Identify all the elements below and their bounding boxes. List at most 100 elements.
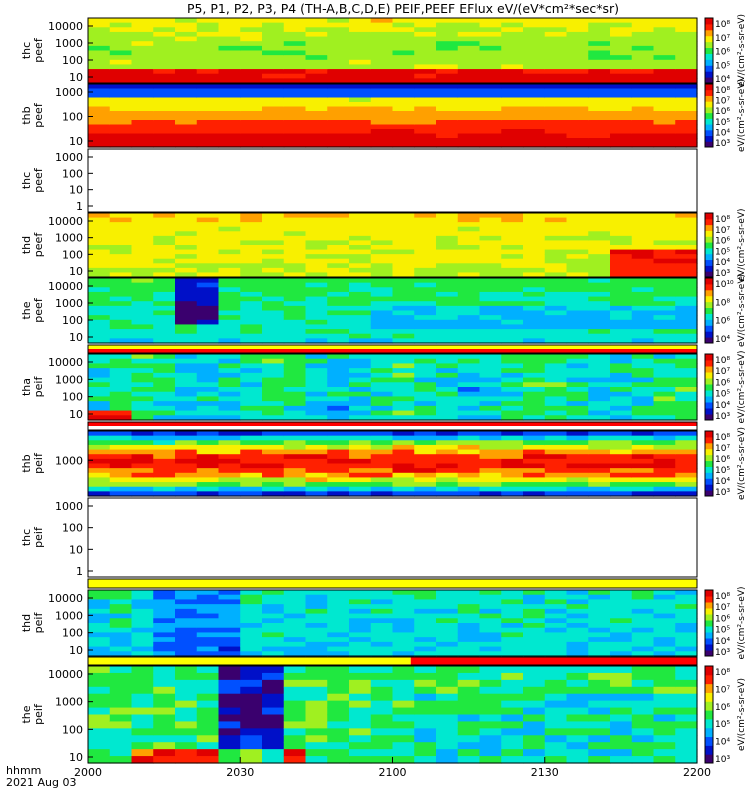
heatmap-cell xyxy=(327,618,350,624)
heatmap-cell xyxy=(240,106,263,112)
heatmap-cell xyxy=(109,646,133,652)
heatmap-cell xyxy=(109,651,133,657)
heatmap-cell xyxy=(523,329,546,335)
heatmap-cell xyxy=(544,468,568,474)
heatmap-cell xyxy=(414,324,437,330)
heatmap-cell xyxy=(588,623,611,629)
heatmap-cell xyxy=(370,468,394,474)
colorbar-tick-label: 10⁸ xyxy=(715,20,730,30)
heatmap-cell xyxy=(196,124,220,130)
heatmap-cell xyxy=(501,358,524,365)
heatmap-cell xyxy=(588,742,611,750)
heatmap-cell xyxy=(262,486,285,492)
heatmap-cell xyxy=(109,477,133,483)
heatmap-cell xyxy=(262,415,285,421)
heatmap-cell xyxy=(457,267,481,274)
colorbar-tick-label: 10³ xyxy=(715,269,730,279)
heatmap-cell xyxy=(675,387,698,393)
heatmap-cell xyxy=(240,454,263,460)
heatmap-cell xyxy=(588,55,611,61)
heatmap-cell xyxy=(305,728,328,736)
heatmap-cell xyxy=(370,632,394,638)
heatmap-cell xyxy=(196,254,220,260)
heatmap-cell xyxy=(283,401,307,407)
heatmap-cell xyxy=(305,97,328,103)
heatmap-cell xyxy=(196,693,220,702)
colorbar-label: eV/(cm²-s-sr-eV) xyxy=(737,586,747,659)
heatmap-cell xyxy=(153,707,176,716)
y-tick-label: 1000 xyxy=(55,454,83,467)
heatmap-cell xyxy=(196,69,220,75)
heatmap-cell xyxy=(544,472,568,479)
heatmap-cell xyxy=(523,482,546,488)
heatmap-cell xyxy=(610,69,633,75)
heatmap-cell xyxy=(153,41,176,47)
heatmap-cell xyxy=(631,666,655,674)
heatmap-cell xyxy=(327,235,350,242)
heatmap-cell xyxy=(523,387,546,393)
heatmap-cell xyxy=(675,463,698,469)
colorbar-tick-label: 10⁴ xyxy=(715,128,730,138)
heatmap-cell xyxy=(349,217,372,223)
heatmap-cell xyxy=(588,686,611,695)
heatmap-cell xyxy=(109,231,133,237)
heatmap-cell xyxy=(544,106,568,112)
heatmap-cell xyxy=(349,377,372,383)
status-stripe xyxy=(88,349,697,353)
heatmap-cell xyxy=(175,18,198,24)
heatmap-cell xyxy=(175,714,198,723)
heatmap-cell xyxy=(675,672,698,681)
heatmap-cell xyxy=(196,590,220,596)
heatmap-cell xyxy=(109,756,133,764)
heatmap-cell xyxy=(283,700,307,709)
y-tick-label: 10 xyxy=(69,644,83,657)
heatmap-cell xyxy=(196,282,220,288)
heatmap-cell xyxy=(566,78,589,84)
heatmap-cell xyxy=(305,102,328,108)
heatmap-cell xyxy=(479,714,502,723)
heatmap-cell xyxy=(327,410,350,416)
heatmap-cell xyxy=(262,106,285,112)
heatmap-cell xyxy=(566,272,589,278)
heatmap-cell xyxy=(218,287,241,293)
heatmap-cell xyxy=(544,354,568,360)
heatmap-cell xyxy=(262,721,285,729)
heatmap-cell xyxy=(566,477,589,483)
heatmap-cell xyxy=(196,324,220,330)
heatmap-cell xyxy=(675,338,698,344)
heatmap-cell xyxy=(109,387,133,393)
heatmap-cell xyxy=(588,31,611,38)
heatmap-cell xyxy=(283,267,307,274)
heatmap-cell xyxy=(610,714,633,723)
heatmap-cell xyxy=(131,329,154,335)
heatmap-cell xyxy=(436,435,459,441)
heatmap-cell xyxy=(327,305,350,312)
heatmap-cell xyxy=(392,18,415,24)
heatmap-cell xyxy=(544,721,568,729)
heatmap-cell xyxy=(501,138,524,144)
heatmap-cell xyxy=(131,700,154,709)
heatmap-cell xyxy=(327,482,350,488)
heatmap-cell xyxy=(218,686,241,695)
heatmap-cell xyxy=(588,245,611,251)
heatmap-cell xyxy=(218,78,241,84)
heatmap-cell xyxy=(523,22,546,28)
heatmap-cell xyxy=(88,93,111,99)
heatmap-cell xyxy=(88,358,111,365)
heatmap-cell xyxy=(240,721,263,729)
heatmap-cell xyxy=(283,27,307,33)
heatmap-cell xyxy=(349,604,372,610)
colorbar-segment xyxy=(705,129,713,137)
heatmap-cell xyxy=(327,245,350,251)
heatmap-cell xyxy=(196,249,220,255)
heatmap-cell xyxy=(370,608,394,615)
heatmap-cell xyxy=(349,106,372,112)
heatmap-cell xyxy=(479,106,502,112)
heatmap-cell xyxy=(523,338,546,344)
heatmap-cell xyxy=(675,142,698,148)
heatmap-cell xyxy=(196,486,220,492)
heatmap-cell xyxy=(436,69,459,75)
heatmap-cell xyxy=(436,735,459,743)
heatmap-cell xyxy=(392,213,415,219)
heatmap-cell xyxy=(523,267,546,274)
